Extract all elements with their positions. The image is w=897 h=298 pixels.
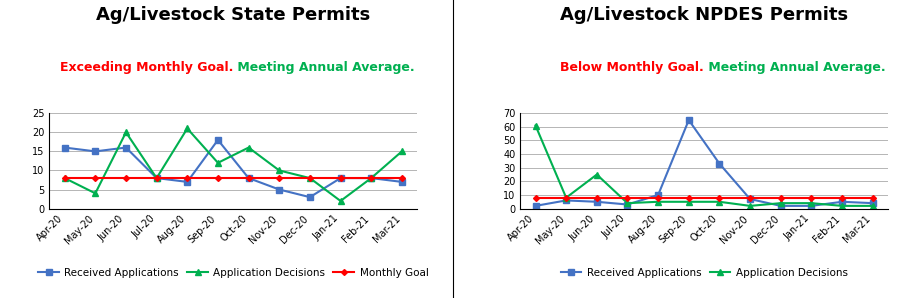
- Legend: Received Applications, Application Decisions, Monthly Goal: Received Applications, Application Decis…: [34, 263, 432, 282]
- Received Applications: [623, 203, 633, 206]
- Monthly Goal: [561, 196, 571, 199]
- Received Applications: [837, 200, 848, 204]
- Received Applications: [335, 176, 346, 180]
- Monthly Goal: [623, 196, 633, 199]
- Application Decisions: [304, 176, 315, 180]
- Monthly Goal: [213, 176, 223, 180]
- Monthly Goal: [396, 176, 407, 180]
- Received Applications: [304, 195, 315, 199]
- Application Decisions: [152, 176, 162, 180]
- Monthly Goal: [775, 196, 786, 199]
- Legend: Received Applications, Application Decisions: Received Applications, Application Decis…: [556, 263, 852, 282]
- Monthly Goal: [182, 176, 193, 180]
- Application Decisions: [867, 204, 878, 208]
- Received Applications: [120, 146, 131, 149]
- Monthly Goal: [806, 196, 817, 199]
- Received Applications: [59, 146, 70, 149]
- Application Decisions: [806, 201, 817, 205]
- Monthly Goal: [59, 176, 70, 180]
- Monthly Goal: [90, 176, 100, 180]
- Application Decisions: [714, 200, 725, 204]
- Application Decisions: [182, 127, 193, 130]
- Application Decisions: [396, 150, 407, 153]
- Text: Ag/Livestock State Permits: Ag/Livestock State Permits: [96, 6, 370, 24]
- Monthly Goal: [684, 196, 694, 199]
- Application Decisions: [90, 192, 100, 195]
- Received Applications: [243, 176, 254, 180]
- Application Decisions: [684, 200, 694, 204]
- Application Decisions: [623, 201, 633, 205]
- Line: Monthly Goal: Monthly Goal: [534, 195, 875, 200]
- Monthly Goal: [152, 176, 162, 180]
- Text: Ag/Livestock NPDES Permits: Ag/Livestock NPDES Permits: [560, 6, 849, 24]
- Received Applications: [530, 204, 541, 208]
- Received Applications: [806, 204, 817, 208]
- Received Applications: [274, 188, 284, 191]
- Monthly Goal: [335, 176, 346, 180]
- Application Decisions: [335, 199, 346, 203]
- Monthly Goal: [591, 196, 602, 199]
- Monthly Goal: [274, 176, 284, 180]
- Monthly Goal: [745, 196, 755, 199]
- Application Decisions: [120, 131, 131, 134]
- Received Applications: [213, 138, 223, 142]
- Application Decisions: [213, 161, 223, 164]
- Application Decisions: [745, 204, 755, 208]
- Line: Received Applications: Received Applications: [533, 117, 875, 209]
- Line: Received Applications: Received Applications: [62, 137, 405, 200]
- Application Decisions: [561, 196, 571, 199]
- Application Decisions: [775, 201, 786, 205]
- Application Decisions: [530, 124, 541, 127]
- Line: Application Decisions: Application Decisions: [533, 123, 875, 209]
- Received Applications: [152, 176, 162, 180]
- Received Applications: [745, 197, 755, 201]
- Received Applications: [561, 199, 571, 202]
- Monthly Goal: [714, 196, 725, 199]
- Line: Application Decisions: Application Decisions: [62, 126, 405, 204]
- Text: Meeting Annual Average.: Meeting Annual Average.: [233, 61, 415, 74]
- Received Applications: [366, 176, 377, 180]
- Received Applications: [684, 118, 694, 122]
- Monthly Goal: [837, 196, 848, 199]
- Application Decisions: [274, 169, 284, 172]
- Application Decisions: [243, 146, 254, 149]
- Monthly Goal: [120, 176, 131, 180]
- Received Applications: [182, 180, 193, 184]
- Monthly Goal: [653, 196, 664, 199]
- Application Decisions: [59, 176, 70, 180]
- Application Decisions: [591, 173, 602, 176]
- Monthly Goal: [530, 196, 541, 199]
- Received Applications: [775, 204, 786, 208]
- Monthly Goal: [366, 176, 377, 180]
- Received Applications: [867, 201, 878, 205]
- Application Decisions: [366, 176, 377, 180]
- Received Applications: [90, 150, 100, 153]
- Text: Below Monthly Goal.: Below Monthly Goal.: [561, 61, 704, 74]
- Application Decisions: [653, 200, 664, 204]
- Monthly Goal: [243, 176, 254, 180]
- Text: Exceeding Monthly Goal.: Exceeding Monthly Goal.: [60, 61, 233, 74]
- Text: Meeting Annual Average.: Meeting Annual Average.: [704, 61, 885, 74]
- Line: Monthly Goal: Monthly Goal: [63, 176, 404, 180]
- Received Applications: [396, 180, 407, 184]
- Received Applications: [653, 193, 664, 197]
- Monthly Goal: [867, 196, 878, 199]
- Received Applications: [714, 162, 725, 165]
- Monthly Goal: [304, 176, 315, 180]
- Application Decisions: [837, 204, 848, 208]
- Received Applications: [591, 200, 602, 204]
